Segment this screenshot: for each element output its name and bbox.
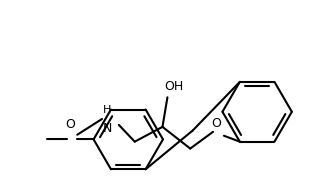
Text: O: O [65,119,75,132]
Text: H: H [103,105,111,115]
Text: OH: OH [164,80,183,93]
Text: O: O [211,117,221,130]
Text: N: N [102,122,112,135]
